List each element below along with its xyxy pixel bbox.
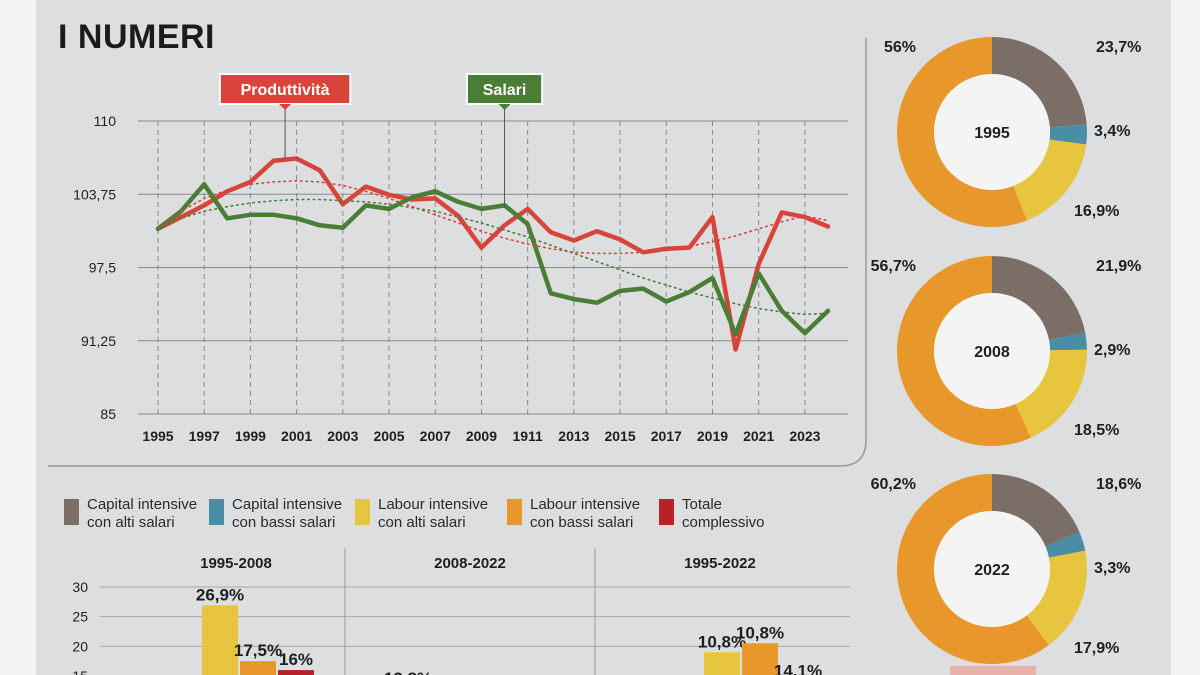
y-tick-label: 110 [94, 113, 117, 129]
donut-year-label: 1995 [974, 125, 1010, 142]
bar-value-label: 10,8% [736, 623, 784, 642]
legend-swatch-totale [659, 499, 674, 525]
legend-label-labour-bassi: Labour intensive con bassi salari [530, 496, 641, 531]
bar-y-tick-label: 25 [72, 609, 88, 625]
bar [240, 661, 276, 675]
x-tick-label: 2015 [604, 428, 635, 444]
donut-slice [1049, 124, 1087, 145]
callout-label: Salari [483, 82, 527, 99]
legend-swatch-capital-alti [64, 499, 79, 525]
donut-slice [897, 256, 1031, 446]
bar-value-label: 17,5% [234, 641, 282, 660]
donut-slice [897, 37, 1027, 228]
bar-value-label: 14,1% [774, 661, 822, 675]
series-line [155, 156, 831, 352]
donut-value-label: 2,9% [1094, 342, 1130, 359]
legend: Capital intensive con alti salari Capita… [64, 496, 824, 536]
bar [704, 652, 740, 675]
chart-frame [48, 38, 867, 467]
bar-group-title: 2008-2022 [434, 555, 506, 572]
callout-pointer [498, 104, 511, 110]
donut-value-label: 56,7% [871, 258, 916, 275]
line-chart: 85 91,25 97,5 103,75 110 1995 1997 1999 2001 2003… [48, 38, 867, 467]
donut-slice [1013, 139, 1087, 221]
x-tick-label: 1995 [142, 428, 173, 444]
page-title: I NUMERI [58, 18, 215, 56]
legend-swatch-labour-alti [355, 499, 370, 525]
donut-slice [992, 474, 1080, 547]
bar-y-tick-label: 20 [72, 638, 88, 654]
bar-value-label: 26,9% [196, 585, 244, 604]
bar [278, 670, 314, 675]
trend-line [157, 180, 829, 255]
x-tick-label: 2003 [327, 428, 358, 444]
x-tick-label: 2019 [697, 428, 728, 444]
donut-slice [1048, 332, 1087, 351]
y-tick-label: 85 [100, 406, 116, 422]
donut-value-label: 3,3% [1094, 560, 1130, 577]
donut-slice [1045, 531, 1086, 558]
x-tick-label: 1997 [189, 428, 220, 444]
legend-item-labour-alti: Labour intensive con alti salari [355, 496, 488, 532]
donut-slice [1015, 349, 1088, 438]
bar-group-title: 1995-2022 [684, 555, 756, 572]
y-tick-label: 97,5 [89, 260, 116, 276]
x-tick-label: 1911 [512, 428, 543, 444]
bar-value-label: 12,8% [384, 669, 432, 675]
legend-item-totale: Totale complessivo [659, 496, 765, 532]
x-tick-label: 2023 [789, 428, 820, 444]
donut-hole [934, 293, 1050, 409]
y-tick-label: 103,75 [73, 186, 116, 202]
bar-y-tick-label: 30 [72, 579, 88, 595]
legend-label-totale: Totale complessivo [682, 496, 765, 531]
donut-value-label: 17,9% [1074, 640, 1119, 657]
callout-pointer [279, 104, 292, 110]
donut-hole [934, 511, 1050, 627]
x-tick-label: 1999 [235, 428, 266, 444]
bar [202, 605, 238, 675]
x-tick-label: 2017 [651, 428, 682, 444]
legend-item-capital-bassi: Capital intensive con bassi salari [209, 496, 342, 532]
bottom-marker [950, 666, 1036, 675]
donut-slice [992, 37, 1087, 128]
bar-value-label: 16% [279, 650, 313, 669]
donut-value-label: 56% [884, 39, 916, 56]
legend-item-capital-alti: Capital intensive con alti salari [64, 496, 197, 532]
bar [742, 643, 778, 675]
bar-group-title: 1995-2008 [200, 555, 272, 572]
donut-year-label: 2022 [974, 562, 1010, 579]
donut-value-label: 60,2% [871, 476, 916, 493]
x-tick-label: 2007 [420, 428, 451, 444]
donut-value-label: 3,4% [1094, 123, 1130, 140]
donut-value-label: 23,7% [1096, 39, 1141, 56]
donut-hole [934, 74, 1050, 190]
legend-label-capital-bassi: Capital intensive con bassi salari [232, 496, 343, 531]
donut-slice [992, 256, 1086, 340]
x-tick-label: 2021 [743, 428, 774, 444]
callout-label: Produttività [241, 82, 330, 99]
legend-item-labour-bassi: Labour intensive con bassi salari [507, 496, 640, 532]
donut-value-label: 18,6% [1096, 476, 1141, 493]
bar-chart: 15 20 25 30 1995-2008 2008-2022 1995-2022 26,9%… [72, 548, 850, 675]
x-tick-label: 2009 [466, 428, 497, 444]
y-tick-label: 91,25 [81, 333, 116, 349]
legend-swatch-capital-bassi [209, 499, 224, 525]
trend-line [157, 198, 829, 316]
bar-y-tick-label: 15 [72, 668, 88, 675]
legend-swatch-labour-bassi [507, 499, 522, 525]
x-tick-label: 2005 [373, 428, 404, 444]
donut-value-label: 18,5% [1074, 422, 1119, 439]
donut-value-label: 16,9% [1074, 203, 1119, 220]
legend-label-labour-alti: Labour intensive con alti salari [378, 496, 489, 531]
donut-value-label: 21,9% [1096, 258, 1141, 275]
x-tick-label: 2013 [558, 428, 589, 444]
donut-slice [897, 474, 1049, 665]
series-line [155, 182, 831, 337]
legend-label-capital-alti: Capital intensive con alti salari [87, 496, 198, 531]
donut-year-label: 2008 [974, 344, 1010, 361]
donut-slice [1026, 550, 1087, 646]
bar-value-label: 10,8% [698, 632, 746, 651]
x-tick-label: 2001 [281, 428, 312, 444]
